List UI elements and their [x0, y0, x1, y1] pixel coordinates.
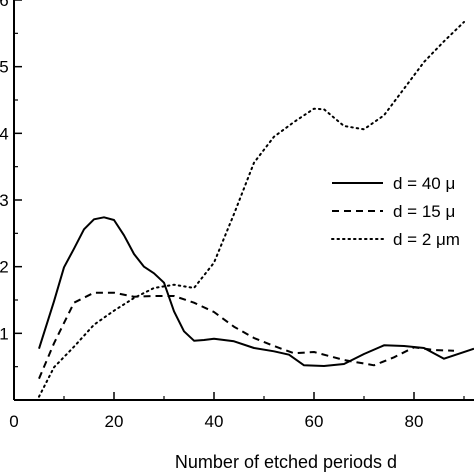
x-tick-label: 80 — [405, 412, 424, 431]
x-axis-title: Number of etched periods d — [175, 452, 397, 472]
x-axis-ticks: 0 20 40 60 80 — [9, 392, 465, 431]
y-tick-label: 2 — [0, 258, 9, 277]
legend-label-2: d = 15 μ — [393, 202, 455, 221]
y-axis-ticks: 1 2 3 4 5 6 — [0, 0, 22, 368]
x-tick-label: 40 — [205, 412, 224, 431]
y-tick-label: 5 — [0, 58, 9, 77]
legend-label-1: d = 40 μ — [393, 174, 455, 193]
series-layer — [38, 21, 474, 398]
legend: d = 40 μ d = 15 μ d = 2 μm — [331, 174, 460, 249]
legend-label-3: d = 2 μm — [393, 230, 460, 249]
x-tick-label: 20 — [105, 412, 124, 431]
y-tick-label: 3 — [0, 191, 9, 210]
y-tick-label: 4 — [0, 124, 9, 143]
y-tick-label: 6 — [0, 0, 9, 10]
x-tick-label: 60 — [305, 412, 324, 431]
x-tick-label: 0 — [9, 412, 18, 431]
series-line-1 — [38, 216, 474, 367]
y-tick-label: 1 — [0, 324, 9, 343]
series-line-2 — [38, 291, 455, 380]
series-line-3 — [38, 21, 465, 398]
